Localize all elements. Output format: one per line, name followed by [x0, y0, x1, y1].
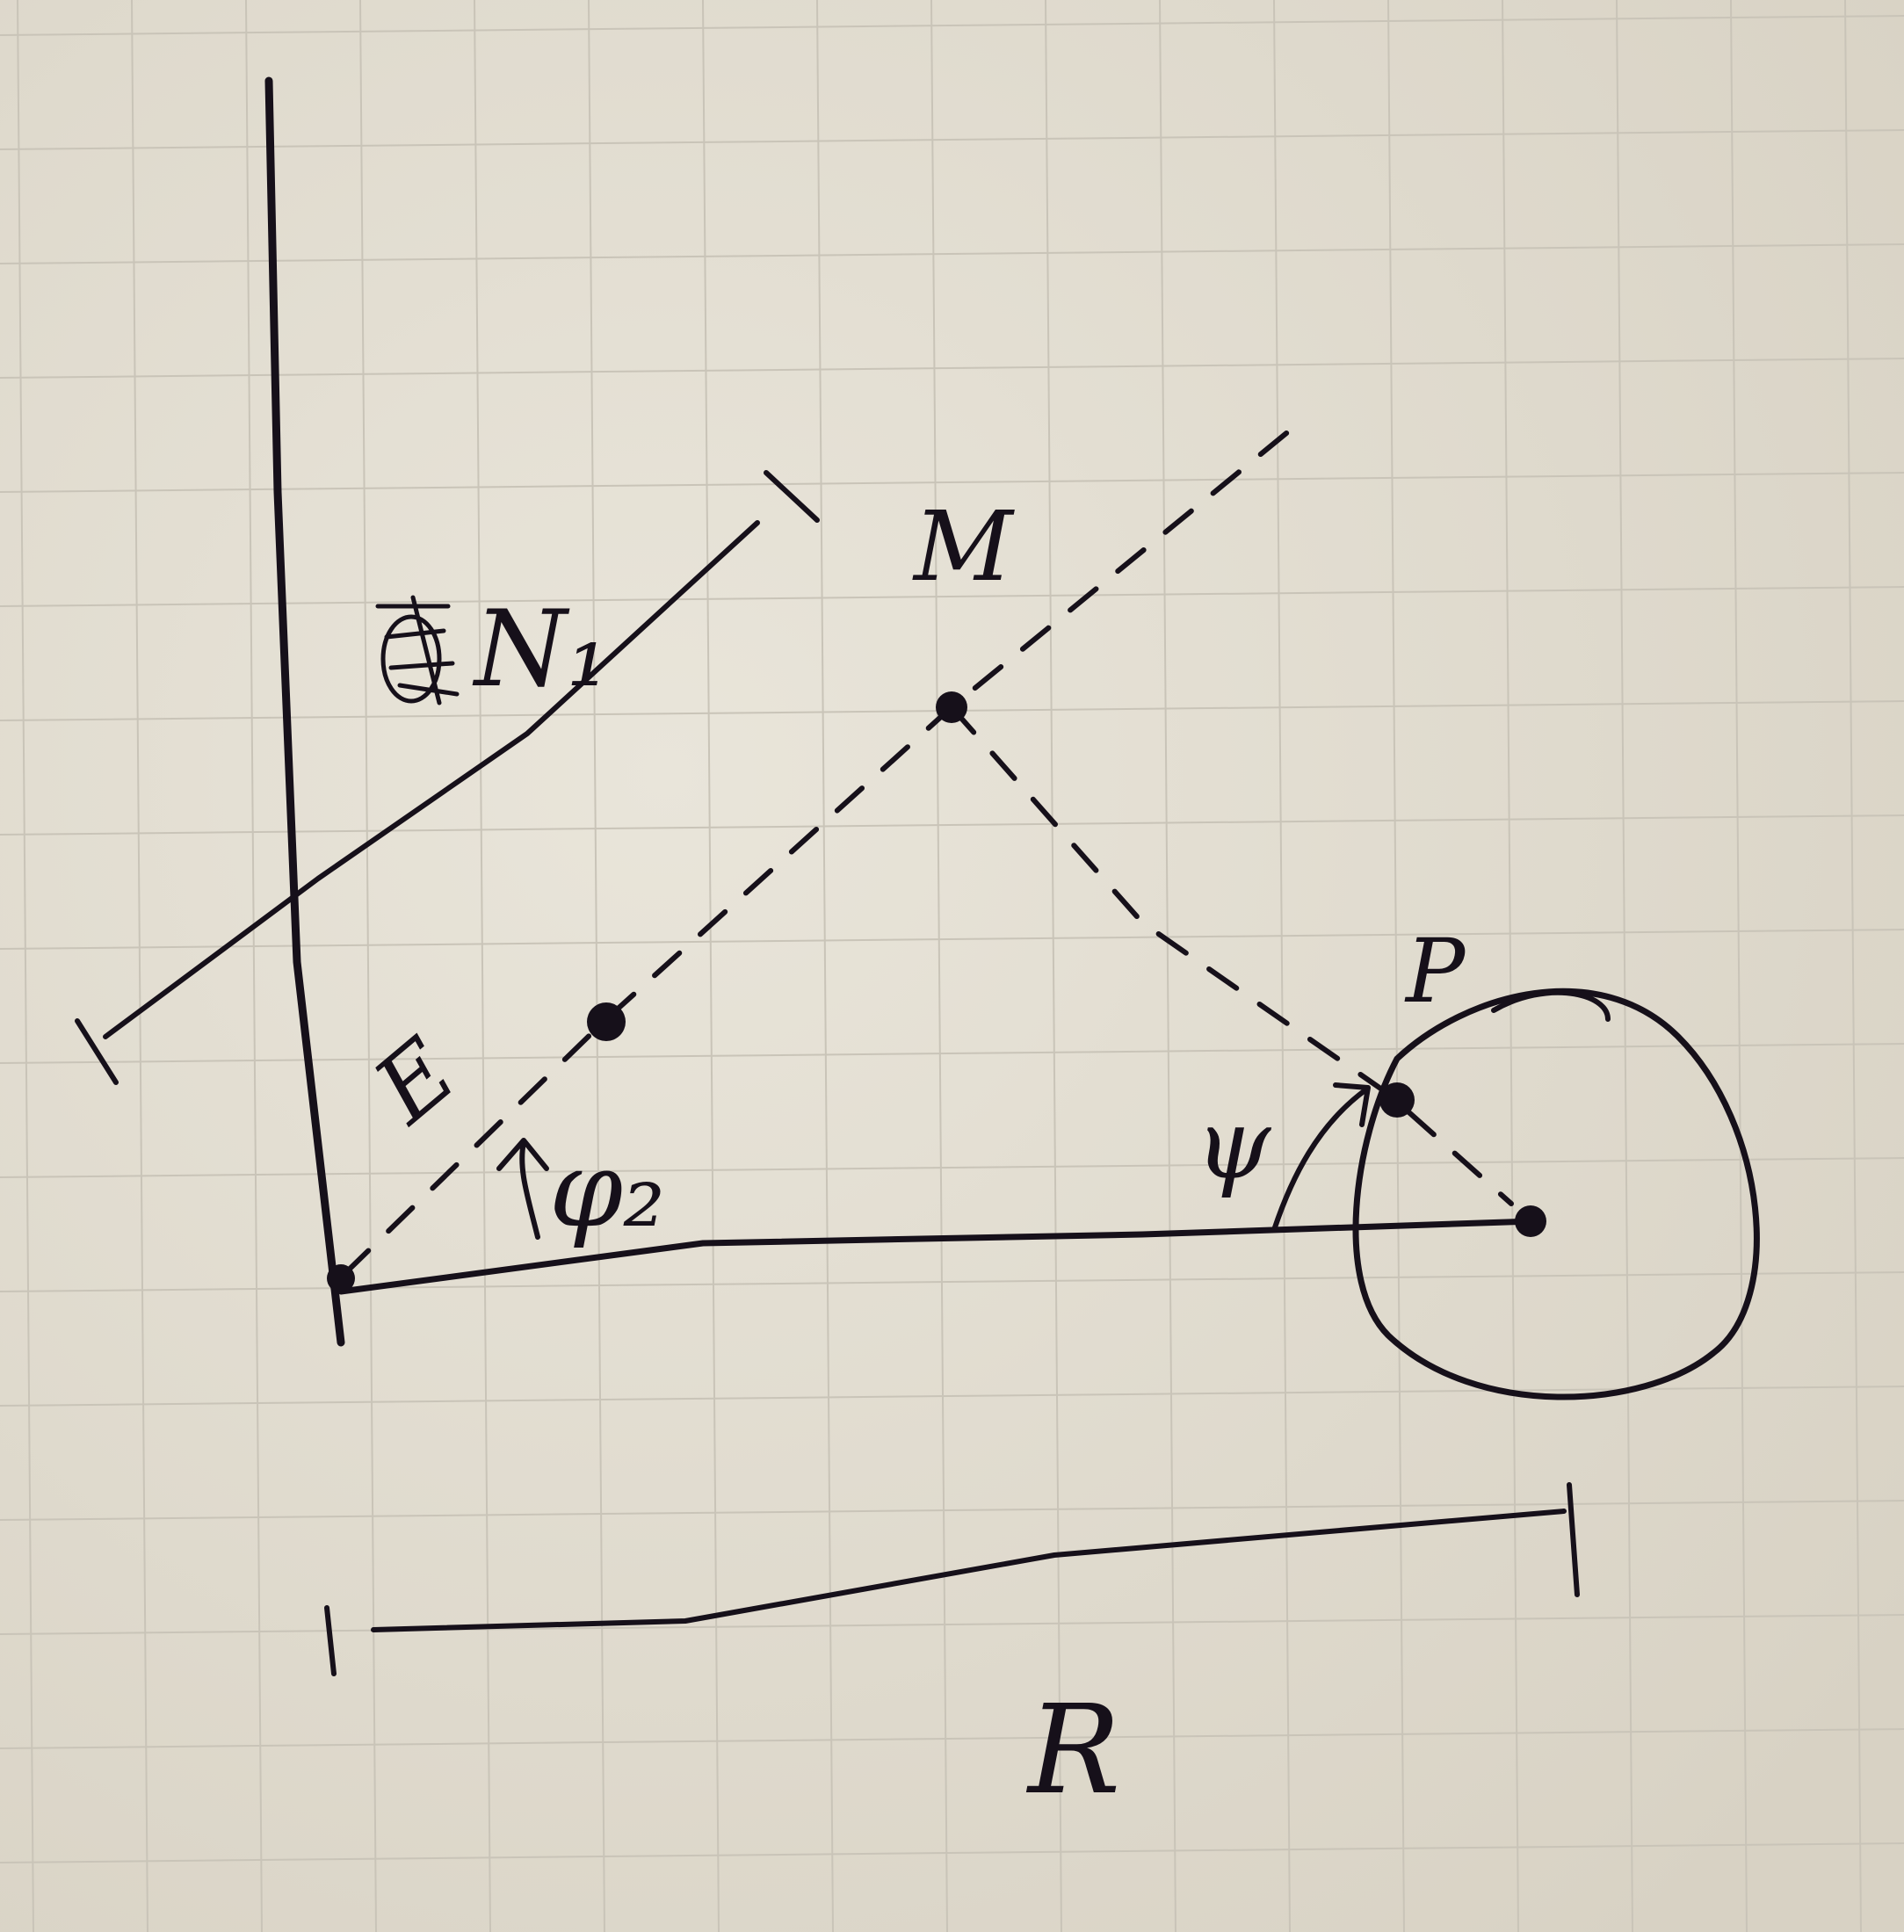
- grid-line-vertical: [1159, 0, 1176, 1932]
- grid-line-vertical: [702, 0, 720, 1932]
- grid-line-horizontal: [0, 586, 1904, 607]
- r-dimension-right-tick: [1567, 1482, 1580, 1597]
- line-origin-to-center: [337, 1218, 1537, 1295]
- grid-line-horizontal: [0, 1271, 1904, 1292]
- point-e: [587, 1002, 626, 1041]
- r-dimension-left-tick: [324, 1605, 337, 1676]
- grid-line-horizontal: [0, 15, 1904, 36]
- grid-line-horizontal: [0, 1842, 1904, 1863]
- grid-line-vertical: [131, 0, 148, 1932]
- grid-line-horizontal: [0, 358, 1904, 379]
- grid-line-vertical: [1387, 0, 1405, 1932]
- point-p: [1379, 1082, 1415, 1118]
- grid-line-vertical: [1616, 0, 1633, 1932]
- point-m: [936, 691, 967, 723]
- grid-line-horizontal: [0, 1500, 1904, 1521]
- grid-line-horizontal: [0, 929, 1904, 950]
- label-p: P: [1404, 920, 1466, 1023]
- grid-line-horizontal: [0, 1157, 1904, 1178]
- angle-arrow-psi: [1271, 1082, 1371, 1233]
- vertical-axis-line: [264, 76, 345, 1347]
- grid-line-vertical: [17, 0, 34, 1932]
- label-r: R: [1025, 1679, 1120, 1822]
- line-n1-bottom-tick: [75, 1018, 119, 1085]
- grid-line-horizontal: [0, 472, 1904, 493]
- grid-line-horizontal: [0, 129, 1904, 150]
- grid-line-horizontal: [0, 1728, 1904, 1749]
- circle-overstroke: [1491, 989, 1611, 1022]
- grid-line-vertical: [1502, 0, 1519, 1932]
- grid-line-horizontal: [0, 243, 1904, 264]
- grid-line-vertical: [1273, 0, 1291, 1932]
- grid-line-vertical: [930, 0, 948, 1932]
- grid-line-vertical: [359, 0, 377, 1932]
- grid-line-vertical: [474, 0, 491, 1932]
- grid-line-vertical: [1730, 0, 1748, 1932]
- grid-line-horizontal: [0, 1043, 1904, 1064]
- grid-line-horizontal: [0, 1386, 1904, 1407]
- line-n1-top-tick: [764, 470, 820, 523]
- scribbled-out-mark: [375, 595, 460, 706]
- label-psi: ψ: [1195, 1088, 1272, 1200]
- grid-line-vertical: [1844, 0, 1862, 1932]
- angle-arrow-phi2: [496, 1138, 549, 1240]
- dashed-line-origin-to-m: [342, 419, 1303, 1277]
- grid-line-vertical: [816, 0, 834, 1932]
- label-n1: N₁: [472, 589, 609, 711]
- circle-around-p: [1352, 988, 1760, 1400]
- point-origin: [327, 1264, 355, 1292]
- label-phi2: φ₂: [549, 1129, 665, 1251]
- dashed-line-m-to-center: [949, 705, 1514, 1206]
- grid-line-vertical: [588, 0, 605, 1932]
- line-n1: [103, 520, 760, 1039]
- grid-line-horizontal: [0, 814, 1904, 836]
- grid-line-vertical: [245, 0, 263, 1932]
- grid-line-horizontal: [0, 1614, 1904, 1635]
- r-dimension-bar: [371, 1509, 1567, 1632]
- grid-line-vertical: [1045, 0, 1062, 1932]
- point-center: [1515, 1205, 1546, 1237]
- label-m: M: [912, 490, 1015, 603]
